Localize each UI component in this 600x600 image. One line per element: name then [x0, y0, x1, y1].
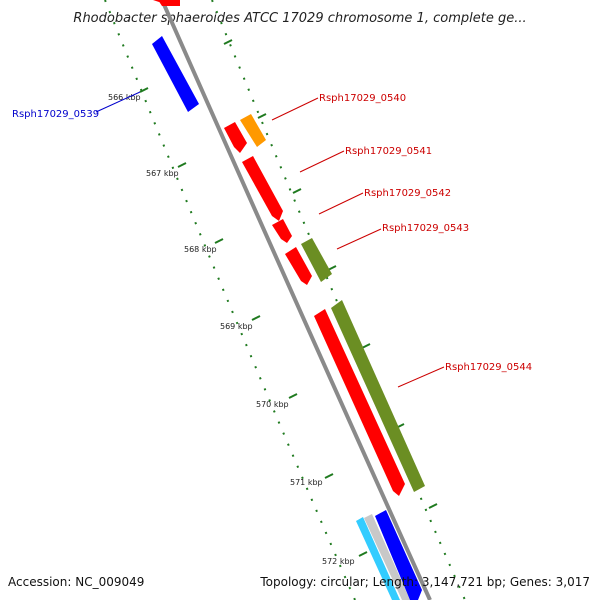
- tick-label-570: 570 kbp: [256, 400, 289, 409]
- gene-label-0541[interactable]: Rsph17029_0541: [345, 146, 432, 157]
- tick-label-567: 567 kbp: [146, 169, 179, 178]
- chromosome-backbone: [160, 0, 432, 600]
- gene-label-0543[interactable]: Rsph17029_0543: [382, 223, 469, 234]
- outer-dotted-track: [211, 0, 466, 600]
- gene-label-0539[interactable]: Rsph17029_0539: [12, 109, 99, 120]
- map-title: Rhodobacter sphaeroides ATCC 17029 chrom…: [73, 11, 526, 26]
- gene-label-0544[interactable]: Rsph17029_0544: [445, 362, 532, 373]
- leader-0542: [318, 192, 364, 215]
- tick-mark-566: [139, 87, 149, 93]
- tick-mark-569: [251, 315, 261, 321]
- gene-label-0542[interactable]: Rsph17029_0542: [364, 188, 451, 199]
- tick-labels: 566 kbp 567 kbp 568 kbp 569 kbp 570 kbp …: [108, 93, 355, 566]
- tick-marks: [139, 87, 368, 557]
- tick-label-566: 566 kbp: [108, 93, 141, 102]
- leader-0541: [299, 150, 345, 173]
- topology-summary: Topology: circular; Length: 3,147,721 bp…: [259, 575, 590, 589]
- tick-label-569: 569 kbp: [220, 322, 253, 331]
- gene-feature-red-b[interactable]: [285, 247, 312, 285]
- tick-label-568: 568 kbp: [184, 245, 217, 254]
- gene-feature-0541[interactable]: [242, 156, 283, 221]
- leader-0544: [397, 366, 445, 388]
- gene-feature-cyan[interactable]: [356, 517, 400, 600]
- inner-dotted-track: [104, 0, 356, 600]
- tick-mark-572: [358, 551, 368, 557]
- tick-label-571: 571 kbp: [290, 478, 323, 487]
- gene-label-0540[interactable]: Rsph17029_0540: [319, 93, 406, 104]
- tick-mark-568: [214, 238, 224, 244]
- leader-0539: [95, 91, 141, 113]
- gene-feature-0543[interactable]: [301, 238, 332, 282]
- gene-feature-0544[interactable]: [331, 300, 425, 492]
- gene-feature-red-a[interactable]: [224, 122, 247, 153]
- gene-feature-0539[interactable]: [152, 36, 199, 112]
- gene-feature-0542[interactable]: [272, 219, 292, 243]
- gene-feature-0540[interactable]: [240, 114, 266, 147]
- tick-mark-570: [288, 393, 298, 399]
- tick-label-572: 572 kbp: [322, 557, 355, 566]
- label-leader-lines: [95, 91, 445, 388]
- gene-feature-blue-bottom[interactable]: [375, 510, 422, 600]
- gene-feature-red-long[interactable]: [314, 309, 405, 496]
- gene-feature-grey[interactable]: [364, 514, 410, 600]
- leader-0540: [271, 97, 319, 121]
- tick-mark-571: [324, 473, 334, 479]
- leader-0543: [336, 228, 382, 250]
- gene-features: [152, 0, 425, 600]
- gene-labels: Rsph17029_0539 Rsph17029_0540 Rsph17029_…: [12, 93, 532, 373]
- tick-mark-567: [177, 162, 187, 168]
- accession-text: Accession: NC_009049: [8, 575, 144, 589]
